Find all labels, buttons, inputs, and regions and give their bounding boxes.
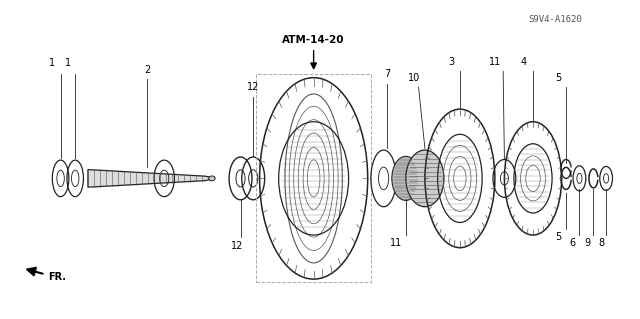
Text: 8: 8 [598,238,604,248]
Text: 12: 12 [231,241,244,251]
Text: ATM-14-20: ATM-14-20 [282,35,345,45]
Text: 4: 4 [520,57,527,67]
Text: 3: 3 [449,57,454,67]
Ellipse shape [392,156,420,200]
Text: 12: 12 [247,82,259,92]
Polygon shape [88,170,215,187]
Text: 11: 11 [489,57,501,67]
Ellipse shape [406,150,444,207]
Text: 1: 1 [65,58,70,69]
Text: 10: 10 [408,73,420,83]
Text: 1: 1 [49,58,56,69]
Text: 7: 7 [384,70,390,79]
Text: 11: 11 [390,238,402,248]
Text: S9V4-A1620: S9V4-A1620 [529,15,582,24]
Ellipse shape [209,176,215,181]
Text: 9: 9 [584,238,590,248]
Text: 6: 6 [570,238,575,248]
Text: 2: 2 [144,65,150,75]
Text: 5: 5 [556,73,561,83]
Text: FR.: FR. [49,271,67,282]
Text: 5: 5 [556,232,561,241]
